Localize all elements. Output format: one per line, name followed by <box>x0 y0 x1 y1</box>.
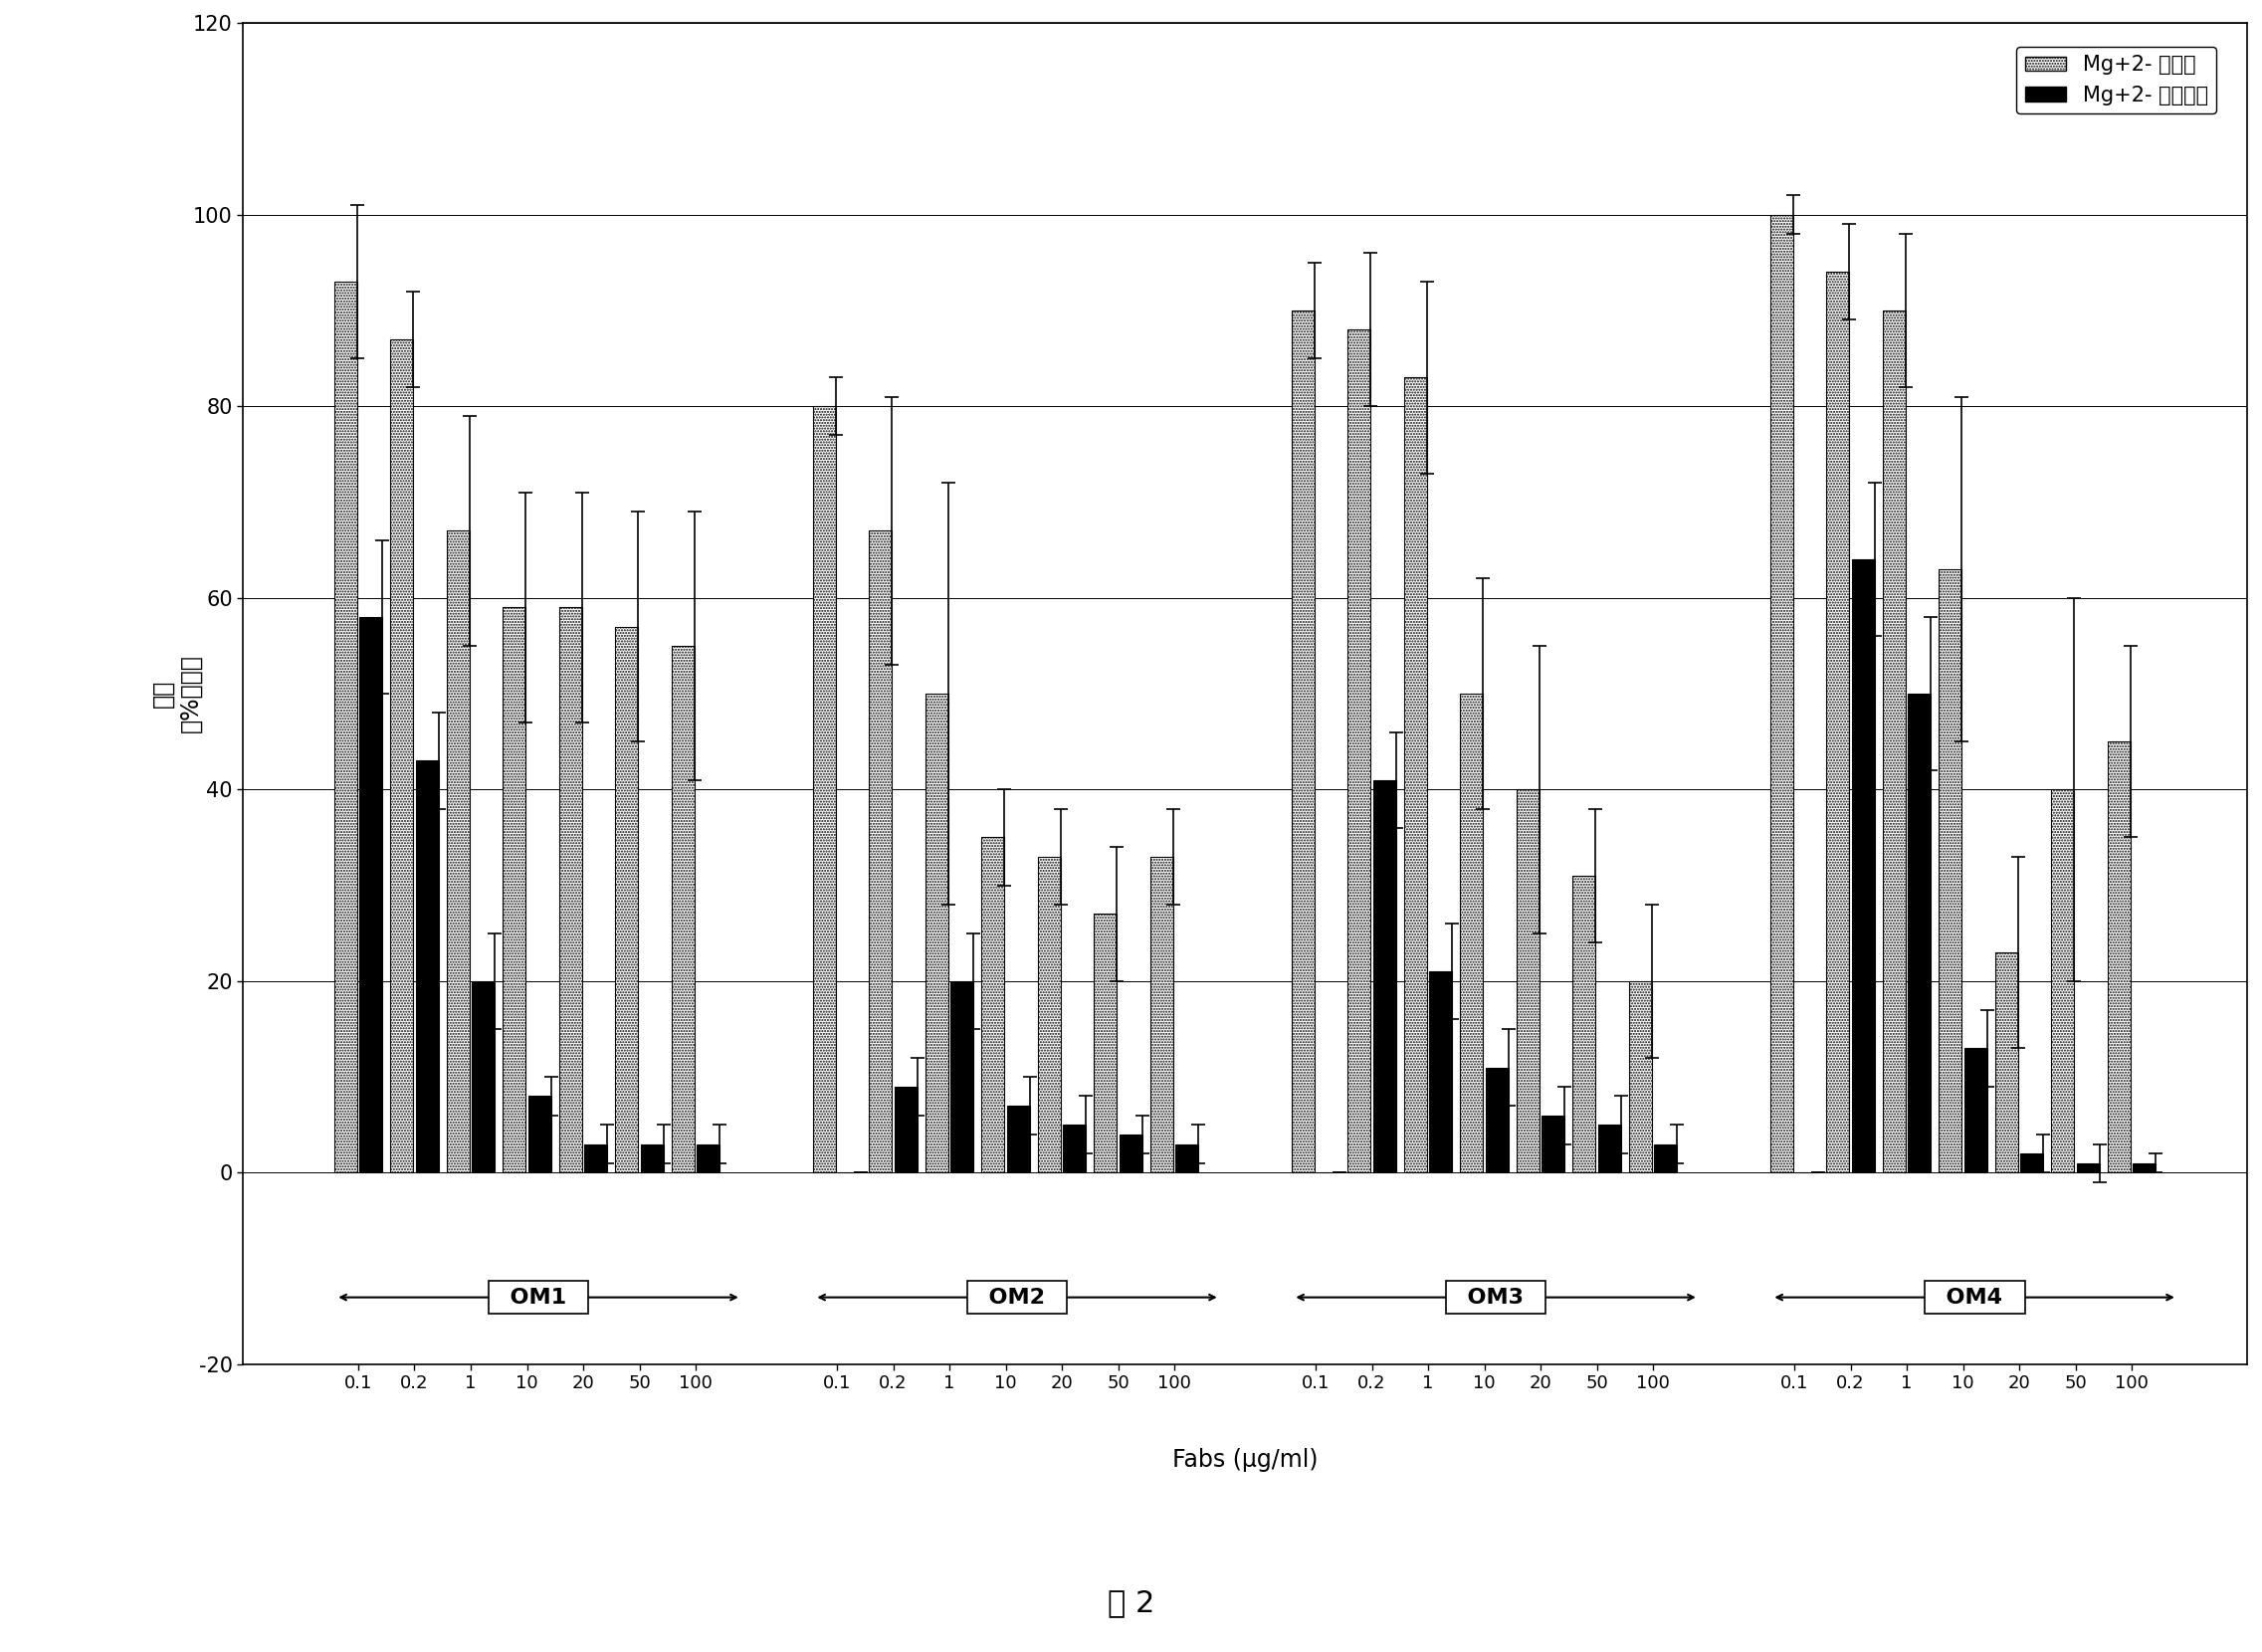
Bar <box>1176 1145 1199 1173</box>
Bar <box>2108 742 2131 1173</box>
Bar <box>1063 1125 1086 1173</box>
Bar <box>1095 914 1117 1173</box>
Bar <box>1038 856 1061 1173</box>
Bar <box>869 530 891 1173</box>
Bar <box>1430 971 1452 1173</box>
Bar <box>1120 1135 1142 1173</box>
Text: OM3: OM3 <box>1452 1287 1540 1307</box>
Text: OM2: OM2 <box>973 1287 1061 1307</box>
Bar <box>1486 1067 1509 1173</box>
Bar <box>1405 377 1427 1173</box>
Bar <box>1149 856 1174 1173</box>
Bar <box>1405 377 1427 1173</box>
Bar <box>672 646 694 1173</box>
Bar <box>893 1087 918 1173</box>
Bar <box>812 406 835 1173</box>
Bar <box>502 608 525 1173</box>
Text: 图 2: 图 2 <box>1108 1588 1154 1617</box>
Bar <box>1095 914 1117 1173</box>
Bar <box>1629 981 1651 1173</box>
Bar <box>925 694 948 1173</box>
Bar <box>812 406 835 1173</box>
Bar <box>335 281 357 1173</box>
Bar <box>1825 273 1850 1173</box>
Bar <box>1825 273 1850 1173</box>
Text: OM4: OM4 <box>1932 1287 2018 1307</box>
Bar <box>697 1145 719 1173</box>
Bar <box>1995 953 2018 1173</box>
Bar <box>391 339 414 1173</box>
Bar <box>1654 1145 1678 1173</box>
Bar <box>1599 1125 1622 1173</box>
Legend: Mg+2- 依赖性, Mg+2- 非依赖性: Mg+2- 依赖性, Mg+2- 非依赖性 <box>2015 46 2217 114</box>
Text: OM1: OM1 <box>495 1287 581 1307</box>
Bar <box>1348 329 1371 1173</box>
Bar <box>2108 742 2131 1173</box>
Bar <box>982 838 1004 1173</box>
Bar <box>950 981 973 1173</box>
Bar <box>640 1145 663 1173</box>
Bar <box>1461 694 1484 1173</box>
Y-axis label: 粘着
（%对照）: 粘着 （%对照） <box>152 654 201 733</box>
Bar <box>416 760 439 1173</box>
Bar <box>1543 1115 1565 1173</box>
Bar <box>559 608 581 1173</box>
Bar <box>1007 1105 1029 1173</box>
Bar <box>2052 790 2074 1173</box>
Bar <box>982 838 1004 1173</box>
Bar <box>1373 780 1396 1173</box>
Bar <box>1882 311 1905 1173</box>
Bar <box>2133 1163 2156 1173</box>
Bar <box>1882 311 1905 1173</box>
Bar <box>1572 876 1595 1173</box>
Bar <box>1995 953 2018 1173</box>
Bar <box>335 281 357 1173</box>
Bar <box>1516 790 1538 1173</box>
Bar <box>391 339 414 1173</box>
Bar <box>1771 215 1794 1173</box>
Bar <box>1461 694 1484 1173</box>
Bar <box>1348 329 1371 1173</box>
Bar <box>2052 790 2074 1173</box>
Bar <box>446 530 470 1173</box>
Bar <box>1292 311 1314 1173</box>
Bar <box>529 1097 552 1173</box>
Bar <box>1038 856 1061 1173</box>
Bar <box>502 608 525 1173</box>
Bar <box>2077 1163 2099 1173</box>
Bar <box>869 530 891 1173</box>
Bar <box>2020 1153 2043 1173</box>
X-axis label: Fabs (μg/ml): Fabs (μg/ml) <box>1172 1449 1319 1472</box>
Bar <box>1909 694 1932 1173</box>
Bar <box>1572 876 1595 1173</box>
Bar <box>615 626 638 1173</box>
Bar <box>1292 311 1314 1173</box>
Bar <box>1939 568 1961 1173</box>
Bar <box>446 530 470 1173</box>
Bar <box>1629 981 1651 1173</box>
Bar <box>360 616 382 1173</box>
Bar <box>584 1145 608 1173</box>
Bar <box>925 694 948 1173</box>
Bar <box>1853 560 1875 1173</box>
Bar <box>615 626 638 1173</box>
Bar <box>1939 568 1961 1173</box>
Bar <box>672 646 694 1173</box>
Bar <box>1771 215 1794 1173</box>
Bar <box>1516 790 1538 1173</box>
Bar <box>559 608 581 1173</box>
Bar <box>1149 856 1174 1173</box>
Bar <box>1963 1049 1988 1173</box>
Bar <box>473 981 495 1173</box>
